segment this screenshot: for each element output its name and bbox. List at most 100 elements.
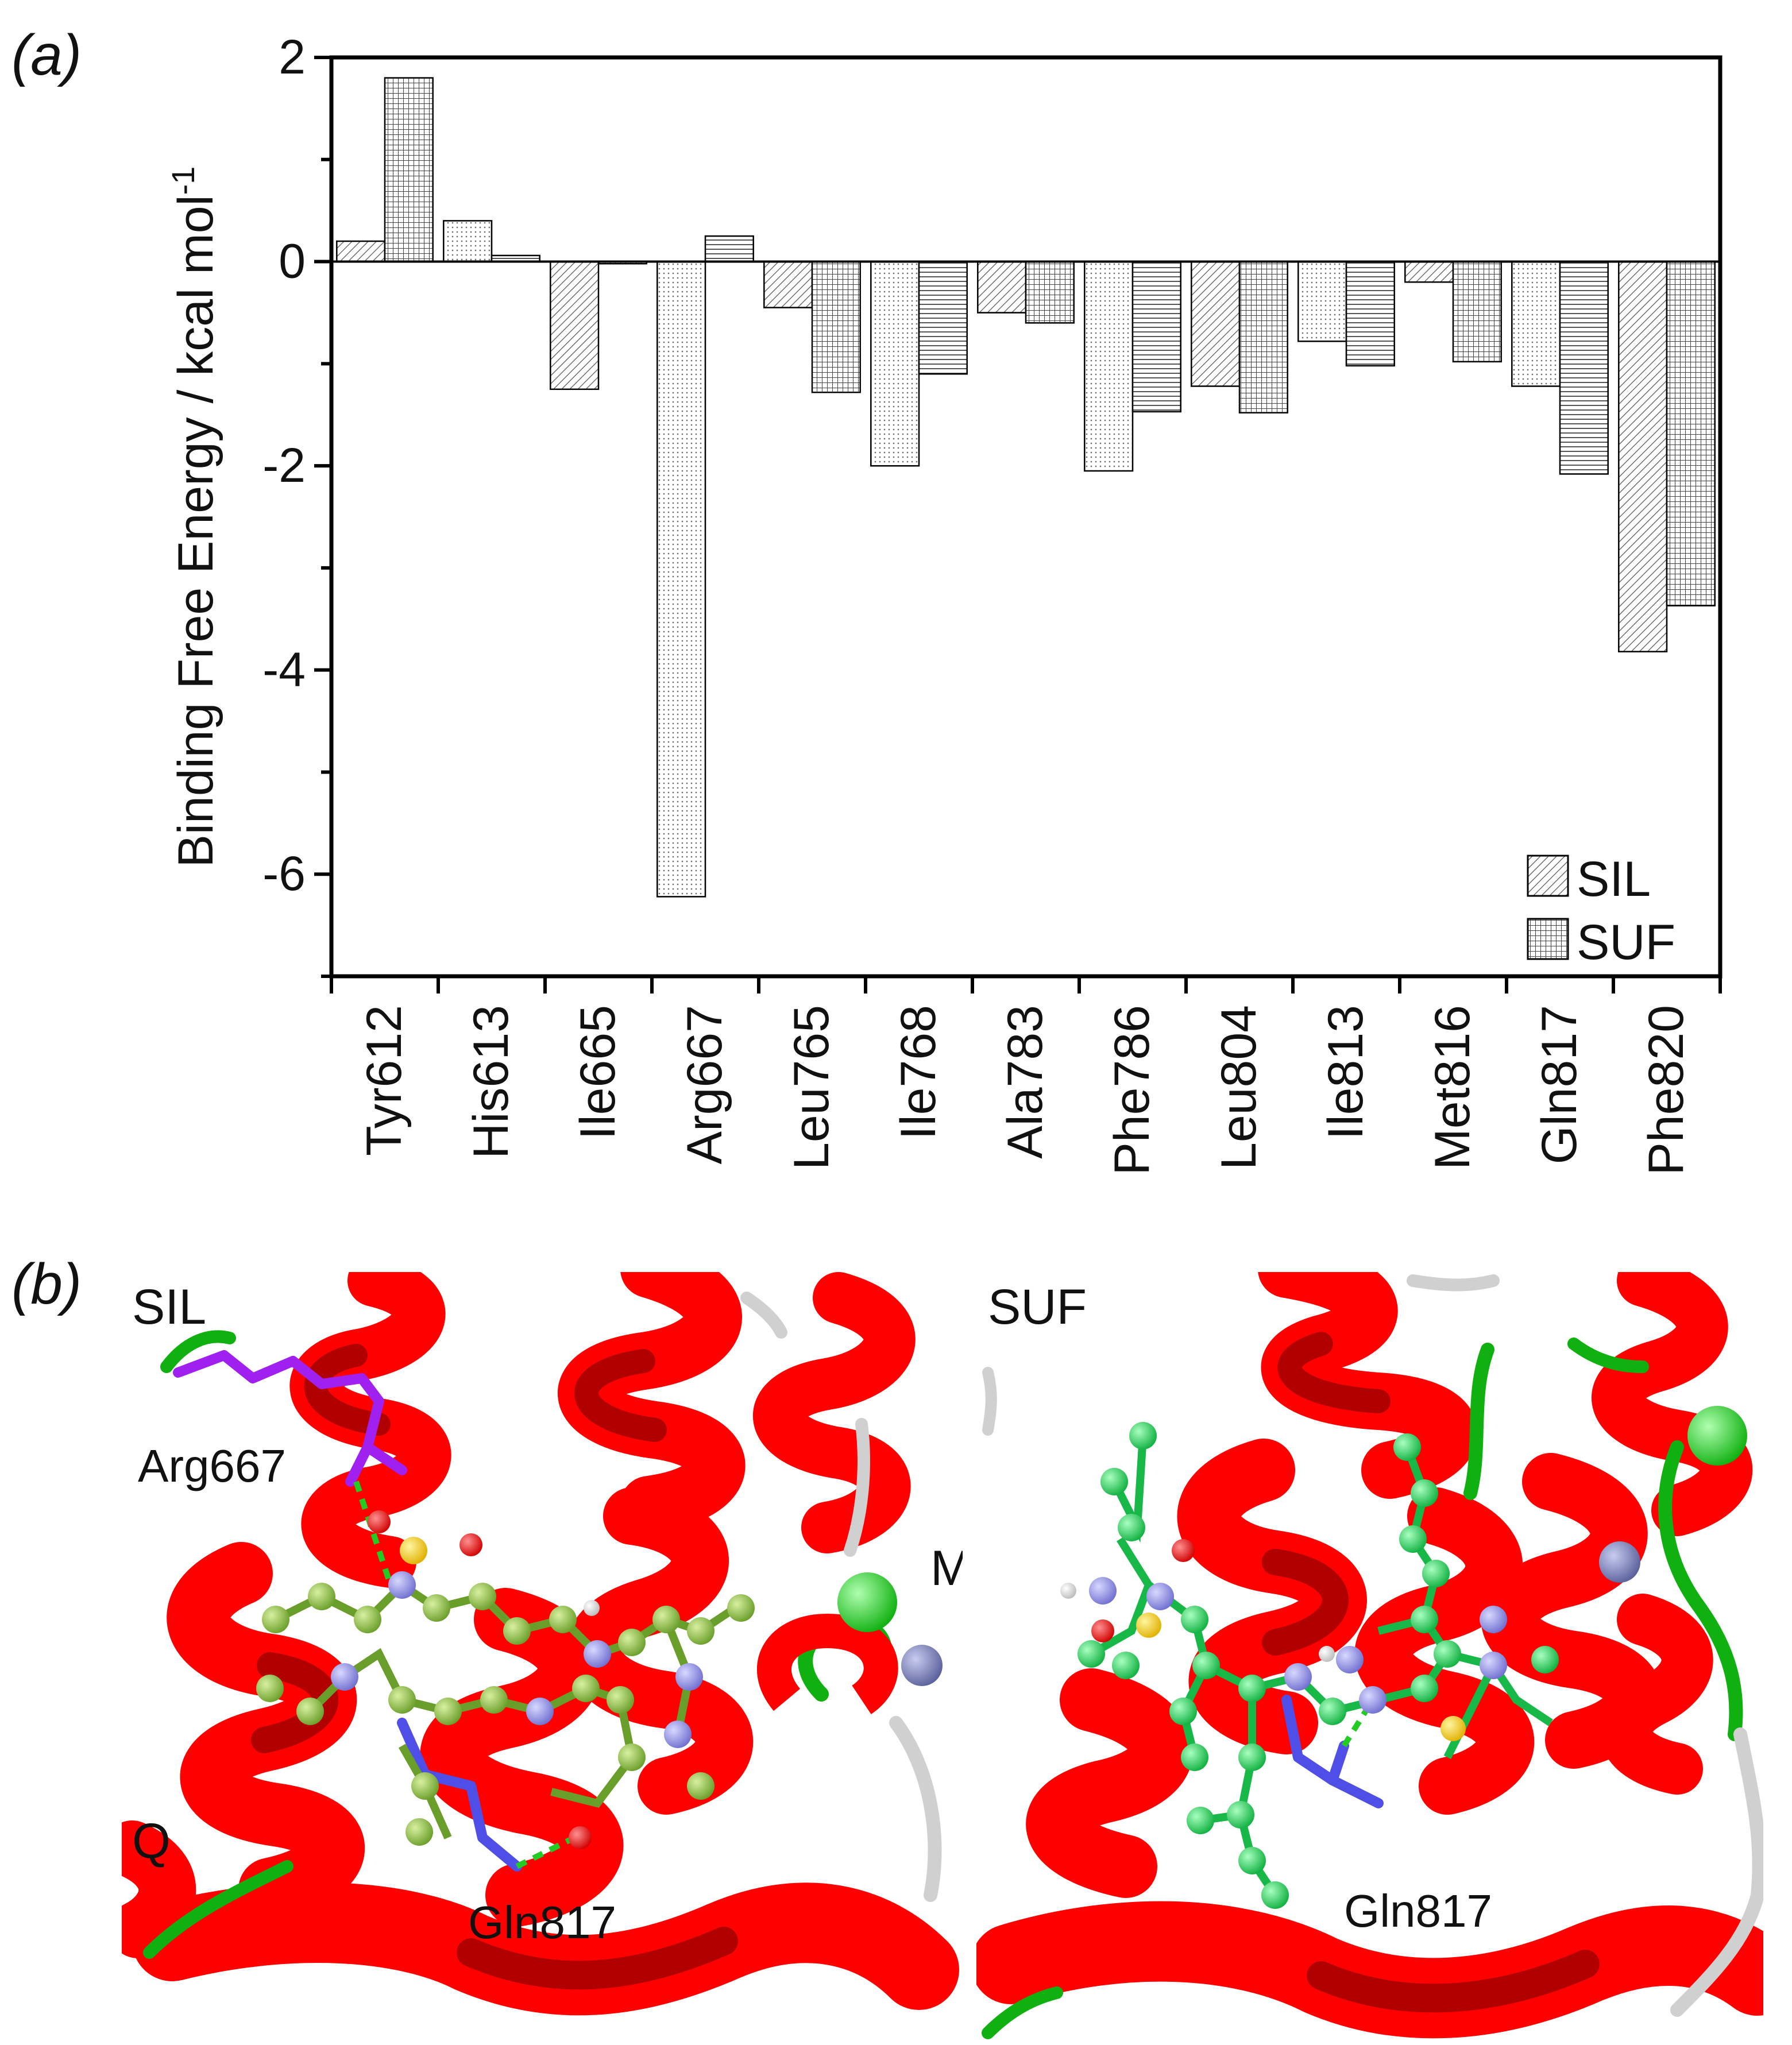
- panel-b-label: (b): [11, 1252, 82, 1316]
- atom-nitrogen: [1480, 1652, 1507, 1679]
- atom-carbon: [572, 1675, 600, 1702]
- suf-coil-gray-3: [982, 1367, 997, 1436]
- suf-helix-7-shade: [1307, 1950, 1600, 2013]
- atom-oxygen: [569, 1826, 592, 1849]
- bar-sil-phe786: [1084, 261, 1134, 472]
- atom-carbon: [388, 1686, 416, 1714]
- atom-carbon: [354, 1606, 381, 1633]
- atom-carbon: [618, 1629, 646, 1656]
- atom-carbon: [618, 1744, 646, 1771]
- atom-nitrogen: [664, 1721, 692, 1748]
- x-tick-label-leu804: Leu804: [1211, 1005, 1266, 1170]
- atom-nitrogen: [331, 1663, 358, 1691]
- atom-oxygen: [459, 1533, 482, 1556]
- bar-sil-gln817: [1511, 261, 1561, 387]
- bar-sil-leu765: [763, 261, 813, 308]
- legend-swatch-sil: [1527, 855, 1569, 897]
- bar-sil-ile768: [870, 261, 920, 467]
- y-tick-label: -2: [262, 438, 306, 492]
- atom-carbon: [1227, 1801, 1254, 1828]
- atom-carbon: [1319, 1698, 1346, 1725]
- bar-suf-phe786: [1131, 261, 1181, 413]
- suf-helix-ribbons: [976, 1272, 1763, 2039]
- x-tick-label-ala783: Ala783: [998, 1005, 1053, 1159]
- y-tick-label: 2: [279, 30, 306, 84]
- suf-coil-gray-2: [1407, 1274, 1500, 1292]
- legend-label-sil: SIL: [1577, 852, 1651, 907]
- atom-carbon: [1411, 1675, 1438, 1702]
- suf-ligand-atoms: [1060, 1422, 1559, 1909]
- x-tick-label-gln817: Gln817: [1532, 1005, 1587, 1164]
- atom-carbon: [652, 1606, 680, 1633]
- suf-helix-1-shade: [1277, 1332, 1391, 1413]
- atom-carbon: [1399, 1525, 1427, 1553]
- atom-carbon: [1411, 1479, 1438, 1507]
- atom-carbon: [1100, 1468, 1128, 1495]
- x-axis: Tyr612 His613 Ile665 Arg667 Leu765 Ile768 Ala7…: [330, 976, 1722, 1176]
- sil-coil-green-3: [160, 1330, 236, 1373]
- atom-carbon: [469, 1583, 496, 1610]
- legend: SIL SUF: [1527, 852, 1675, 970]
- atom-nitrogen: [1146, 1583, 1174, 1610]
- atom-carbon: [256, 1675, 284, 1702]
- structure-sil-label: SIL: [132, 1279, 206, 1335]
- legend-swatch-suf: [1527, 918, 1569, 960]
- sil-helix-2-shade: [574, 1349, 667, 1442]
- metal-ion-mg-suf: [1687, 1406, 1747, 1466]
- atom-carbon: [1238, 1847, 1266, 1874]
- plot-area: 2 0 -2 -4 -6 Tyr612 His613 Ile665 Arg667 Leu765 I…: [262, 30, 1723, 1176]
- bar-sil-phe820: [1618, 261, 1668, 652]
- atom-carbon: [423, 1594, 450, 1622]
- atom-carbon: [607, 1686, 634, 1714]
- atom-nitrogen: [675, 1663, 703, 1691]
- atom-carbon: [1112, 1652, 1140, 1679]
- bar-suf-ala783: [1025, 261, 1075, 324]
- atom-carbon: [503, 1617, 531, 1645]
- bar-suf-ile813: [1345, 261, 1395, 367]
- atom-carbon: [1129, 1422, 1157, 1449]
- label-arg667: Arg667: [138, 1440, 286, 1491]
- atom-carbon: [1393, 1433, 1421, 1461]
- atom-sulfur: [1440, 1716, 1466, 1741]
- bar-suf-gln817: [1559, 261, 1609, 475]
- atom-sulfur: [1136, 1613, 1161, 1638]
- atom-nitrogen: [388, 1571, 416, 1599]
- atom-hydrogen: [1319, 1646, 1335, 1662]
- x-tick-label-phe786: Phe786: [1104, 1005, 1160, 1176]
- suf-helix-3-shade: [1262, 1549, 1349, 1656]
- bar-sil-ile813: [1297, 261, 1347, 342]
- atom-hydrogen: [584, 1600, 600, 1616]
- bar-suf-arg667: [704, 235, 754, 262]
- label-edge-q: Q: [132, 1814, 171, 1869]
- suf-coil-gray-1: [1670, 1727, 1763, 2017]
- x-tick-label-ile768: Ile768: [891, 1005, 946, 1139]
- suf-coils: [982, 1274, 1763, 2039]
- gln817-stick-sil: [397, 1718, 522, 1872]
- atom-carbon: [1422, 1560, 1450, 1587]
- bar-sil-arg667: [656, 261, 706, 898]
- bar-sil-tyr612: [336, 240, 386, 262]
- atom-carbon: [1181, 1606, 1208, 1633]
- atom-carbon: [1118, 1514, 1145, 1541]
- label-edge-m: M: [930, 1541, 972, 1596]
- atom-nitrogen: [1336, 1646, 1364, 1673]
- structure-suf-image: SUF Gln817: [976, 1272, 1763, 2045]
- atom-nitrogen: [584, 1640, 611, 1668]
- bar-sil-ile665: [550, 261, 600, 391]
- suf-helix-4: [1354, 1487, 1535, 1815]
- panel-b: (b): [11, 1252, 1763, 2045]
- sil-coil-green-1: [143, 1860, 293, 1959]
- suf-helix-2: [1592, 1272, 1753, 1536]
- sil-loop-tube: [757, 1613, 898, 1714]
- x-tick-label-arg667: Arg667: [677, 1005, 732, 1164]
- y-axis-label-superscript: -1: [165, 167, 201, 195]
- bar-suf-leu765: [811, 261, 861, 393]
- bar-sil-his613: [443, 220, 493, 262]
- x-tick-label-ile665: Ile665: [570, 1005, 625, 1139]
- panel-a-label: (a): [11, 23, 82, 87]
- x-tick-label-his613: His613: [464, 1005, 519, 1159]
- atom-carbon: [1434, 1640, 1461, 1668]
- bar-sil-met816: [1404, 261, 1454, 283]
- atom-carbon: [1187, 1807, 1214, 1834]
